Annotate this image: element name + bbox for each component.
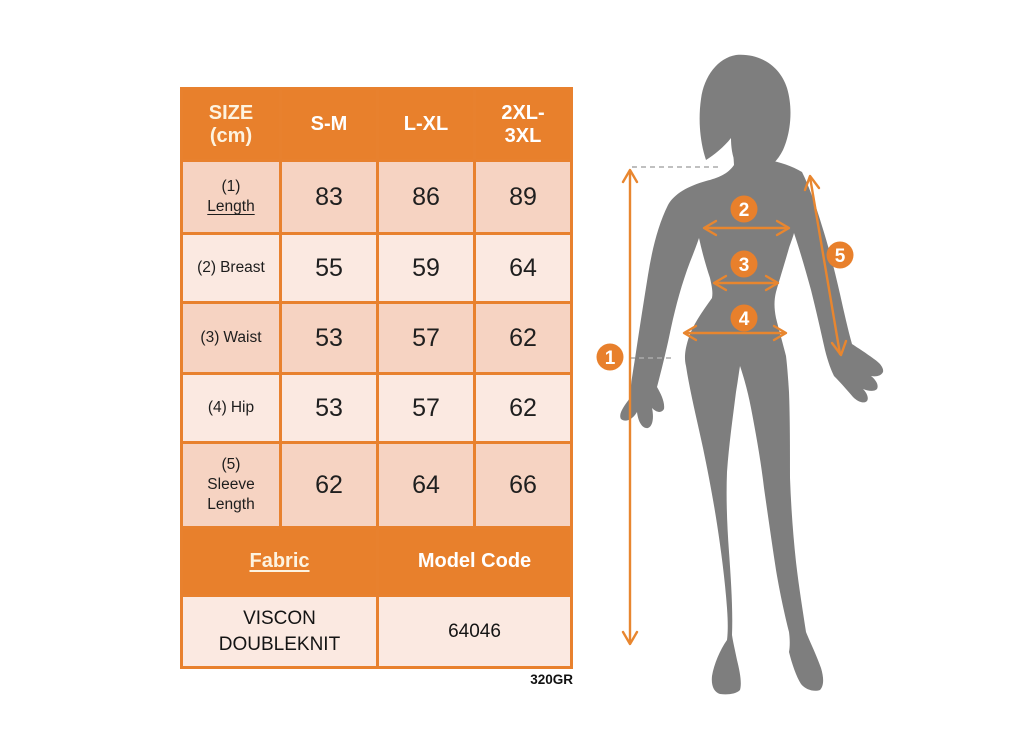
row-label-num: (1) — [221, 177, 241, 195]
value-cell: 59 — [379, 235, 473, 301]
value-cell: 57 — [379, 304, 473, 372]
value-cell: 62 — [476, 375, 570, 441]
row-label-num: (2) — [197, 258, 217, 276]
row-label-num: (3) — [200, 328, 220, 346]
header-cell-2xl3xl: 2XL- 3XL — [476, 90, 570, 159]
row-label-waist: (3) Waist — [183, 304, 279, 372]
value-cell: 86 — [379, 162, 473, 232]
marker-1: 1 — [596, 343, 624, 371]
row-label-num: (4) — [207, 398, 227, 416]
row-label-name: Sleeve Length — [207, 475, 255, 514]
hip-arrow — [682, 324, 788, 342]
row-label-hip: (4) Hip — [183, 375, 279, 441]
marker-5: 5 — [826, 241, 854, 269]
model-code-header-cell: Model Code — [379, 529, 570, 594]
header-cell-sm: S-M — [282, 90, 376, 159]
fabric-value-cell: VISCON DOUBLEKNIT — [183, 597, 376, 666]
head-hair — [699, 54, 791, 173]
value-cell: 53 — [282, 304, 376, 372]
value-cell: 62 — [282, 444, 376, 526]
marker-4-label: 4 — [739, 309, 750, 330]
header-lxl-label: L-XL — [403, 113, 449, 135]
row-label-breast: (2) Breast — [183, 235, 279, 301]
breast-arrow — [702, 219, 791, 237]
model-code-value-cell: 64046 — [379, 597, 570, 666]
header-2xl3xl-label: 2XL- 3XL — [501, 101, 545, 147]
row-label-name: Waist — [223, 328, 262, 346]
row-label-length: (1) Length — [183, 162, 279, 232]
row-label-name: Hip — [230, 398, 255, 416]
model-code-header-label: Model Code — [417, 550, 532, 572]
header-cell-size: SIZE (cm) — [183, 90, 279, 159]
fabric-header-label: Fabric — [249, 550, 310, 572]
row-label-sleeve-length: (5) Sleeve Length — [183, 444, 279, 526]
body — [620, 148, 884, 695]
header-size-label: SIZE (cm) — [208, 101, 254, 147]
guide-lines — [630, 166, 722, 359]
size-chart-table: SIZE (cm) S-M L-XL 2XL- 3XL (1) Length 83… — [180, 87, 573, 669]
value-cell: 57 — [379, 375, 473, 441]
row-label-num: (5) — [221, 455, 241, 473]
marker-3-label: 3 — [739, 255, 750, 276]
row-label-name: Length — [207, 198, 255, 215]
value-cell: 53 — [282, 375, 376, 441]
marker-2-label: 2 — [739, 200, 750, 221]
value-cell: 64 — [476, 235, 570, 301]
fabric-header-cell: Fabric — [183, 529, 376, 594]
value-cell: 55 — [282, 235, 376, 301]
value-cell: 83 — [282, 162, 376, 232]
header-cell-lxl: L-XL — [379, 90, 473, 159]
weight-note: 320GR — [530, 672, 573, 687]
sleeve-arrow — [803, 174, 848, 357]
marker-2: 2 — [730, 195, 758, 223]
length-arrow — [621, 168, 639, 646]
row-label-name: Breast — [220, 258, 265, 276]
value-cell: 62 — [476, 304, 570, 372]
header-sm-label: S-M — [310, 113, 348, 135]
value-cell: 64 — [379, 444, 473, 526]
waist-arrow — [712, 274, 780, 292]
measurement-arrows — [621, 168, 848, 646]
marker-3: 3 — [730, 250, 758, 278]
value-cell: 89 — [476, 162, 570, 232]
value-cell: 66 — [476, 444, 570, 526]
markers: 1 2 3 4 5 — [596, 195, 854, 371]
marker-1-label: 1 — [605, 348, 616, 369]
marker-4: 4 — [730, 304, 758, 332]
marker-5-label: 5 — [835, 246, 846, 267]
body-silhouette — [620, 54, 884, 695]
